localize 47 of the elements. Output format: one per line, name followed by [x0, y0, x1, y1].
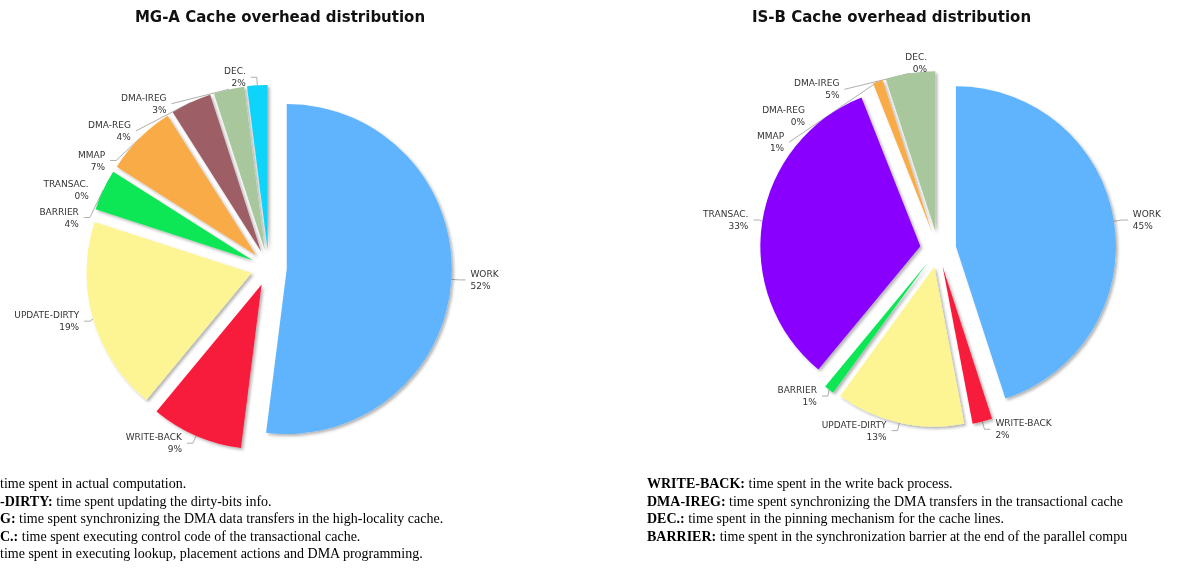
text: BARRIER: time spent in the synchronization barrier at the end of the parallel compu [647, 527, 1128, 545]
slice-label: WRITE-BACK [125, 432, 184, 443]
slice-label: DEC. [224, 66, 246, 77]
slice-label: MMAP [78, 149, 106, 160]
data-label: 33% [728, 221, 749, 231]
slice-label: UPDATE-DIRTY [821, 419, 888, 430]
text: 0% [912, 64, 928, 75]
slice-label: MMAP [757, 131, 785, 142]
slice-label: DMA-REG [88, 119, 131, 130]
data-label: 7% [90, 161, 106, 172]
text: DMA-IREG: time spent synchronizing the DMA transfers in the transactional cache [647, 492, 1124, 510]
text: 0% [74, 190, 89, 201]
data-label: 45% [1132, 221, 1154, 231]
data-label: 19% [59, 322, 80, 333]
text: G: time spent synchronizing the DMA data transfers in the high-locality cache. [0, 510, 444, 528]
data-label: 2% [995, 430, 1011, 441]
category-label: TRANSAC. [43, 178, 89, 189]
data-label: 9% [167, 444, 183, 455]
slice-label: WRITE-BACK [995, 418, 1053, 429]
slice-label: DMA-IREG [121, 92, 167, 103]
data-label: 4% [64, 218, 80, 229]
text: 0% [790, 116, 806, 127]
slice-label: WORK [1132, 209, 1163, 219]
chart-title: MG-A Cache overhead distribution [134, 7, 426, 26]
text: WRITE-BACK: time spent in the write back process. [647, 475, 954, 493]
slice-label: TRANSAC. [702, 209, 749, 219]
slice-label: DMA-IREG [793, 78, 840, 89]
text: DEC.: time spent in the pinning mechanism for the cache lines. [647, 510, 1005, 528]
category-label: DMA-REG [762, 104, 806, 115]
text: C.: time spent executing control code of the transactional cache. [0, 527, 362, 545]
data-label: 1% [769, 143, 785, 154]
text: -DIRTY: time spent updating the dirty-bits info. [0, 492, 273, 510]
data-label: 5% [825, 90, 840, 101]
category-label: DEC. [905, 52, 928, 63]
data-label: 13% [866, 431, 887, 442]
slice-label: BARRIER [39, 206, 79, 217]
text: time spent in actual computation. [0, 475, 188, 493]
data-label: 4% [116, 131, 132, 142]
chart-title: IS-B Cache overhead distribution [751, 7, 1032, 26]
slice-label: UPDATE-DIRTY [14, 310, 80, 321]
slice-label: WORK [470, 268, 500, 279]
data-label: 2% [231, 78, 247, 89]
data-label: 52% [470, 280, 491, 291]
text: time spent in executing lookup, placement actions and DMA programming. [0, 545, 424, 563]
slice-label: BARRIER [777, 385, 817, 396]
data-label: 1% [802, 397, 818, 408]
data-label: 3% [152, 104, 168, 115]
